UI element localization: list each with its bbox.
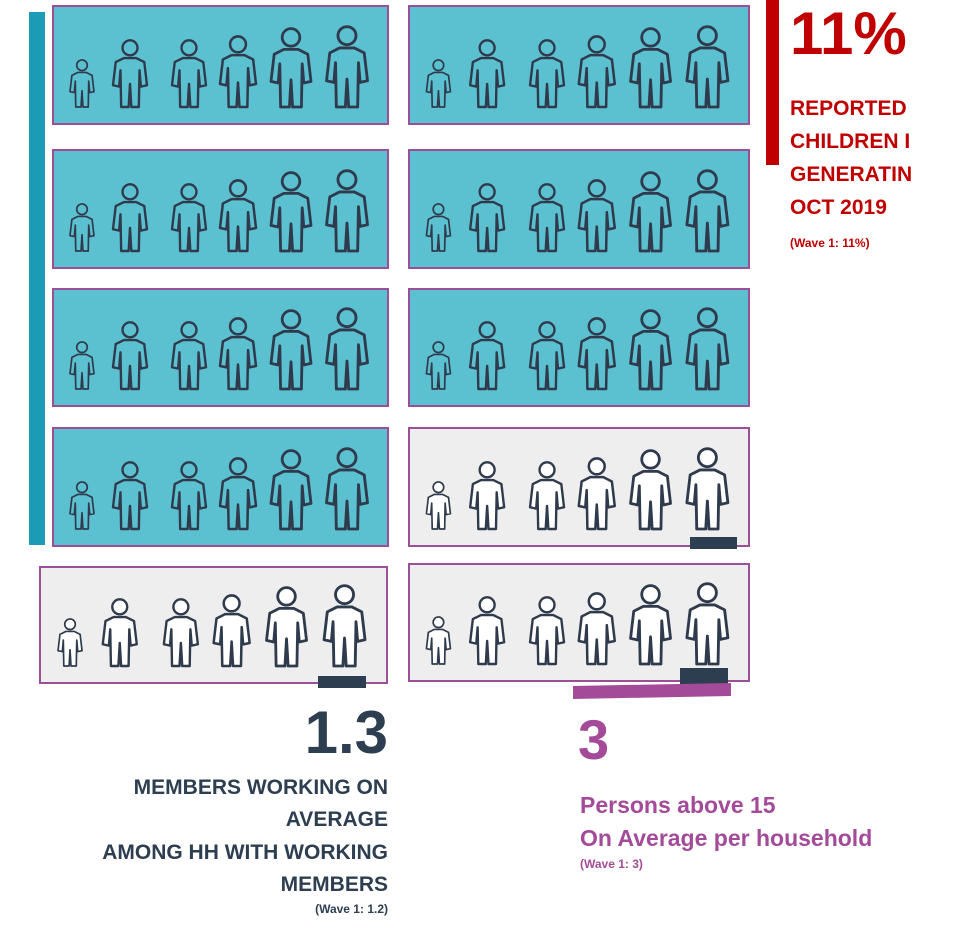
working-line: MEMBERS WORKING ON [133, 776, 388, 799]
worker-marker [318, 676, 366, 688]
worker-marker [680, 668, 728, 684]
underline [573, 683, 731, 699]
working-value: 1.3 [304, 699, 388, 766]
persons-note: (Wave 1: 3) [580, 857, 643, 871]
headline-line: GENERATIN [790, 163, 913, 186]
household [408, 5, 750, 125]
household [52, 288, 389, 407]
household [52, 427, 389, 547]
household-grid [39, 5, 750, 684]
household [408, 563, 750, 682]
working-note: (Wave 1: 1.2) [315, 902, 388, 916]
headline-line: OCT 2019 [790, 196, 887, 219]
working-line: AVERAGE [285, 808, 388, 831]
headline-value: 11% [790, 0, 907, 67]
persons-line: Persons above 15 [580, 792, 776, 818]
household [408, 427, 750, 547]
working-line: MEMBERS [280, 873, 388, 896]
working-line: AMONG HH WITH WORKING [102, 841, 388, 864]
persons-line: On Average per household [580, 825, 873, 851]
household [39, 566, 388, 684]
household [408, 288, 750, 407]
headline-line: CHILDREN I [790, 130, 911, 153]
side-bar [29, 12, 45, 545]
household [52, 5, 389, 125]
accent-bar [766, 0, 779, 165]
household-box [52, 427, 389, 547]
worker-marker [690, 537, 737, 549]
headline-line: REPORTED [790, 97, 907, 120]
persons-value: 3 [578, 708, 610, 771]
headline-note: (Wave 1: 11%) [790, 236, 870, 250]
household [408, 149, 750, 269]
household [52, 149, 389, 269]
